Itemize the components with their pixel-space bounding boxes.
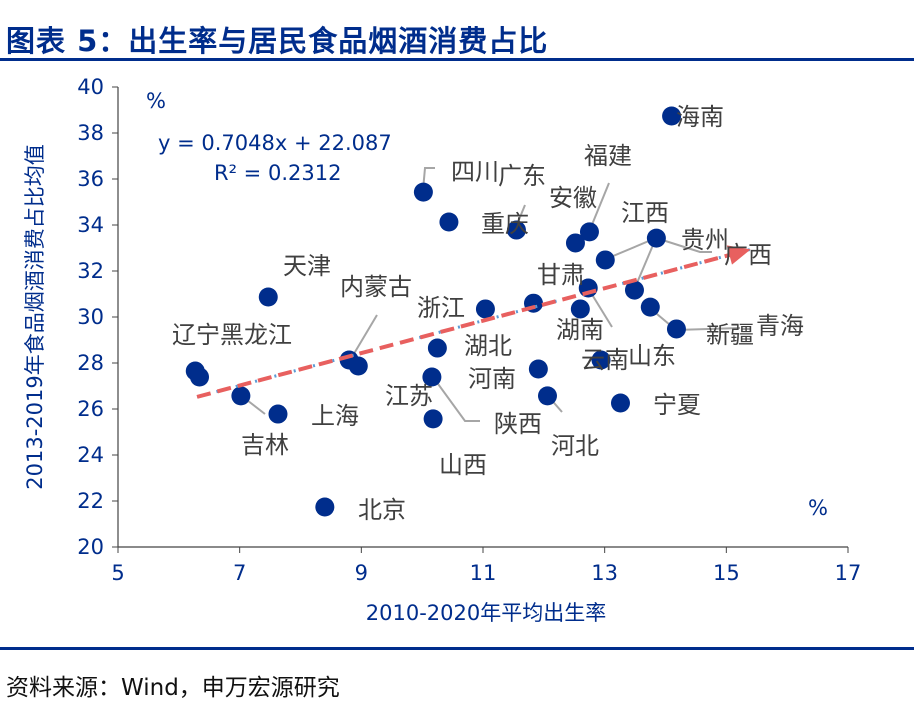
point-label: 山西 (439, 451, 487, 479)
point-label: 天津 (283, 252, 331, 280)
point-label: 河南 (468, 365, 516, 393)
y-tick-label: 26 (77, 397, 104, 421)
x-axis-label: 2010-2020年平均出生率 (366, 601, 606, 625)
data-point (258, 287, 278, 307)
point-label: 陕西 (494, 410, 542, 438)
y-tick-label: 24 (77, 443, 104, 467)
top-divider (0, 58, 914, 61)
point-label: 海南 (676, 103, 724, 131)
data-point (610, 393, 630, 413)
point-label: 湖南 (556, 316, 604, 344)
y-tick-label: 40 (77, 75, 104, 99)
point-label: 贵州 (681, 226, 729, 254)
x-tick-label: 11 (470, 561, 497, 585)
source-note: 资料来源：Wind，申万宏源研究 (6, 675, 340, 701)
data-point (422, 367, 442, 387)
y-tick-label: 20 (77, 535, 104, 559)
y-unit-label: % (146, 89, 166, 113)
point-label: 云南 (581, 346, 629, 374)
data-point (595, 250, 615, 270)
point-label: 山东 (628, 342, 676, 370)
point-label: 宁夏 (653, 391, 701, 419)
data-point (646, 228, 666, 248)
data-point (570, 299, 590, 319)
point-label: 四川 (451, 158, 499, 186)
point-label: 河北 (551, 432, 599, 460)
point-label: 安徽 (549, 184, 597, 212)
point-label: 新疆 (706, 321, 754, 349)
point-label: 广西 (724, 241, 772, 269)
data-point (348, 356, 368, 376)
trend-equation: y = 0.7048x + 22.087 (158, 131, 392, 155)
point-label: 江苏 (385, 382, 433, 410)
data-point (439, 212, 459, 232)
x-tick-label: 13 (591, 561, 618, 585)
data-point (413, 182, 433, 202)
y-axis-label: 2013-2019年食品烟酒消费占比均值 (23, 144, 47, 489)
data-point (662, 106, 682, 126)
data-point (315, 497, 335, 517)
point-label: 甘肃 (537, 261, 585, 289)
leader-line (432, 376, 480, 422)
data-point (537, 386, 557, 406)
trend-r2: R² = 0.2312 (214, 161, 341, 185)
data-point (423, 409, 443, 429)
trend-arrow-head (726, 245, 751, 265)
point-label: 福建 (584, 142, 632, 170)
point-label: 内蒙古 (340, 273, 412, 301)
point-label: 辽宁黑龙江 (172, 321, 292, 349)
point-label: 湖北 (464, 332, 512, 360)
data-point (231, 386, 251, 406)
leader-line (351, 314, 378, 358)
data-point (506, 220, 526, 240)
figure-title: 图表 5：出生率与居民食品烟酒消费占比 (6, 24, 549, 58)
y-tick-label: 36 (77, 167, 104, 191)
y-tick-label: 30 (77, 305, 104, 329)
data-point (475, 299, 495, 319)
data-point (190, 367, 210, 387)
data-point (268, 404, 288, 424)
y-tick-label: 32 (77, 259, 104, 283)
x-unit-label: % (808, 496, 828, 520)
x-tick-label: 7 (233, 561, 246, 585)
y-tick-label: 28 (77, 351, 104, 375)
y-tick-label: 38 (77, 121, 104, 145)
x-tick-label: 5 (111, 561, 124, 585)
data-point (528, 359, 548, 379)
y-tick-label: 34 (77, 213, 104, 237)
x-tick-label: 17 (835, 561, 862, 585)
data-point (427, 338, 447, 358)
leader-line (605, 236, 712, 260)
point-label: 浙江 (417, 294, 465, 322)
data-point (640, 297, 660, 317)
trend-arrow-line (196, 251, 738, 399)
bottom-divider (0, 647, 914, 650)
x-tick-label: 15 (713, 561, 740, 585)
point-label: 广东 (498, 162, 546, 190)
data-point (624, 280, 644, 300)
x-tick-label: 9 (355, 561, 368, 585)
leader-line (517, 204, 526, 223)
data-point (565, 233, 585, 253)
point-label: 北京 (358, 496, 406, 524)
data-point (666, 319, 686, 339)
point-label: 吉林 (241, 431, 289, 459)
point-label: 江西 (621, 199, 669, 227)
point-label: 青海 (756, 312, 804, 340)
data-point (579, 222, 599, 242)
point-label: 上海 (311, 402, 359, 430)
data-point (591, 350, 611, 370)
point-label: 重庆 (481, 210, 529, 238)
y-tick-label: 22 (77, 489, 104, 513)
